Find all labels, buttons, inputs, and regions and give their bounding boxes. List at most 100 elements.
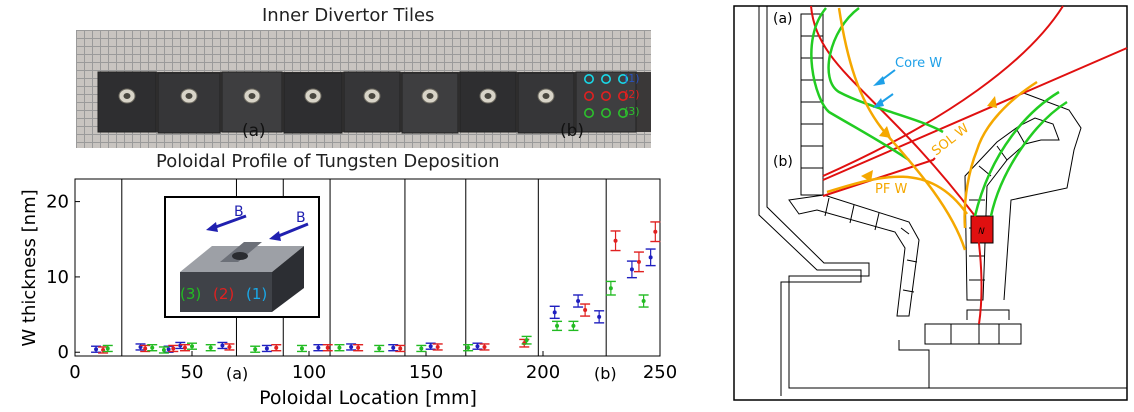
- data-marker: [475, 344, 480, 349]
- tile-bolt-hole: [542, 93, 550, 99]
- data-marker: [576, 299, 581, 304]
- data-point: [626, 260, 637, 279]
- y-tick-label: 20: [46, 192, 69, 213]
- sol-line-2: [963, 80, 1038, 229]
- tile-photo: (1) (2) (3) (a) (b): [76, 30, 651, 148]
- sol-w-label: SOL W: [929, 121, 972, 159]
- data-marker: [608, 286, 613, 291]
- plot-frame: [74, 178, 661, 357]
- y-axis-label: W thickness [nm]: [19, 189, 40, 346]
- data-point: [353, 344, 364, 352]
- divertor-tiles: [788, 194, 1022, 345]
- data-marker: [653, 229, 658, 234]
- data-marker: [264, 346, 269, 351]
- floor-tiles: [924, 323, 1022, 345]
- b-arrow-right: [275, 222, 309, 239]
- data-marker: [171, 346, 176, 351]
- data-point: [472, 342, 483, 350]
- data-point: [573, 294, 584, 308]
- floor-step: [898, 340, 930, 388]
- measurement-point-marker: [583, 90, 594, 101]
- data-point: [638, 294, 649, 308]
- floor-tile-seams: [950, 324, 1000, 344]
- data-marker: [571, 323, 576, 328]
- diagram-label-a: (a): [773, 11, 793, 27]
- photo-label-a: (a): [242, 121, 266, 141]
- core-arrowhead-1: [873, 76, 885, 86]
- sol-arrowhead-left: [879, 126, 891, 138]
- measurement-point-marker: [600, 90, 611, 101]
- row-label-1: (1): [624, 72, 640, 85]
- data-marker: [377, 346, 382, 351]
- data-point: [205, 344, 216, 352]
- data-marker: [555, 323, 560, 328]
- data-point: [261, 344, 272, 353]
- data-point: [374, 344, 385, 353]
- data-point: [322, 344, 333, 352]
- data-point: [650, 221, 661, 243]
- sol-arrowhead-right: [987, 96, 997, 108]
- data-marker: [299, 346, 304, 351]
- data-point: [334, 344, 345, 352]
- data-point: [395, 344, 406, 353]
- data-marker: [143, 346, 148, 351]
- data-point: [313, 344, 324, 352]
- inset-groove: [220, 242, 262, 262]
- w-tile-label: W: [976, 227, 985, 237]
- data-marker: [435, 344, 440, 349]
- inset-label-1: (1): [246, 285, 267, 303]
- diagram-frame: [733, 5, 1128, 401]
- data-marker: [613, 238, 618, 243]
- chart-title: Poloidal Profile of Tungsten Deposition: [156, 151, 500, 172]
- data-marker: [428, 344, 433, 349]
- photo-label-b: (b): [560, 121, 585, 141]
- data-point: [463, 344, 474, 352]
- data-marker: [391, 345, 396, 350]
- data-marker: [552, 310, 557, 315]
- data-marker: [356, 345, 361, 350]
- data-point: [158, 346, 169, 354]
- data-point: [346, 343, 357, 351]
- sol-line-1: [837, 7, 967, 251]
- x-tick-label: 50: [181, 362, 204, 383]
- data-marker: [105, 346, 110, 351]
- data-marker: [182, 345, 187, 350]
- data-marker: [150, 345, 155, 350]
- separatrix-outer-leg: [810, 5, 983, 325]
- diagram-label-b: (b): [773, 154, 793, 170]
- data-point: [568, 320, 579, 332]
- inset-label-2: (2): [213, 285, 234, 303]
- data-marker: [419, 346, 424, 351]
- data-point: [140, 344, 151, 353]
- data-point: [91, 345, 102, 353]
- data-marker: [316, 345, 321, 350]
- x-tick-label: 150: [409, 362, 443, 383]
- data-point: [271, 344, 282, 352]
- b-arrowhead-left: [206, 222, 218, 232]
- data-point: [580, 303, 591, 317]
- core-w-label: Core W: [895, 56, 942, 71]
- inset-hole: [232, 252, 248, 260]
- tile-bolt-hole: [484, 93, 492, 99]
- data-point: [224, 343, 235, 351]
- pf-w-label: PF W: [875, 182, 907, 197]
- data-point: [610, 230, 621, 252]
- data-point: [645, 248, 656, 267]
- vessel-wall-outer: [758, 6, 862, 396]
- data-marker: [636, 259, 641, 264]
- tile-bolt-hole: [123, 93, 131, 99]
- data-marker: [597, 314, 602, 319]
- data-point: [217, 341, 228, 350]
- data-marker: [337, 345, 342, 350]
- divertor-shelf: [788, 194, 920, 317]
- data-point: [250, 345, 261, 353]
- data-point: [147, 344, 158, 352]
- data-marker: [220, 343, 225, 348]
- data-marker: [274, 345, 279, 350]
- tile-bolt-hole: [248, 93, 256, 99]
- separatrix-top-leg: [822, 47, 1128, 181]
- data-marker: [648, 255, 653, 260]
- core-contour-4: [989, 100, 1068, 217]
- data-point: [187, 342, 197, 350]
